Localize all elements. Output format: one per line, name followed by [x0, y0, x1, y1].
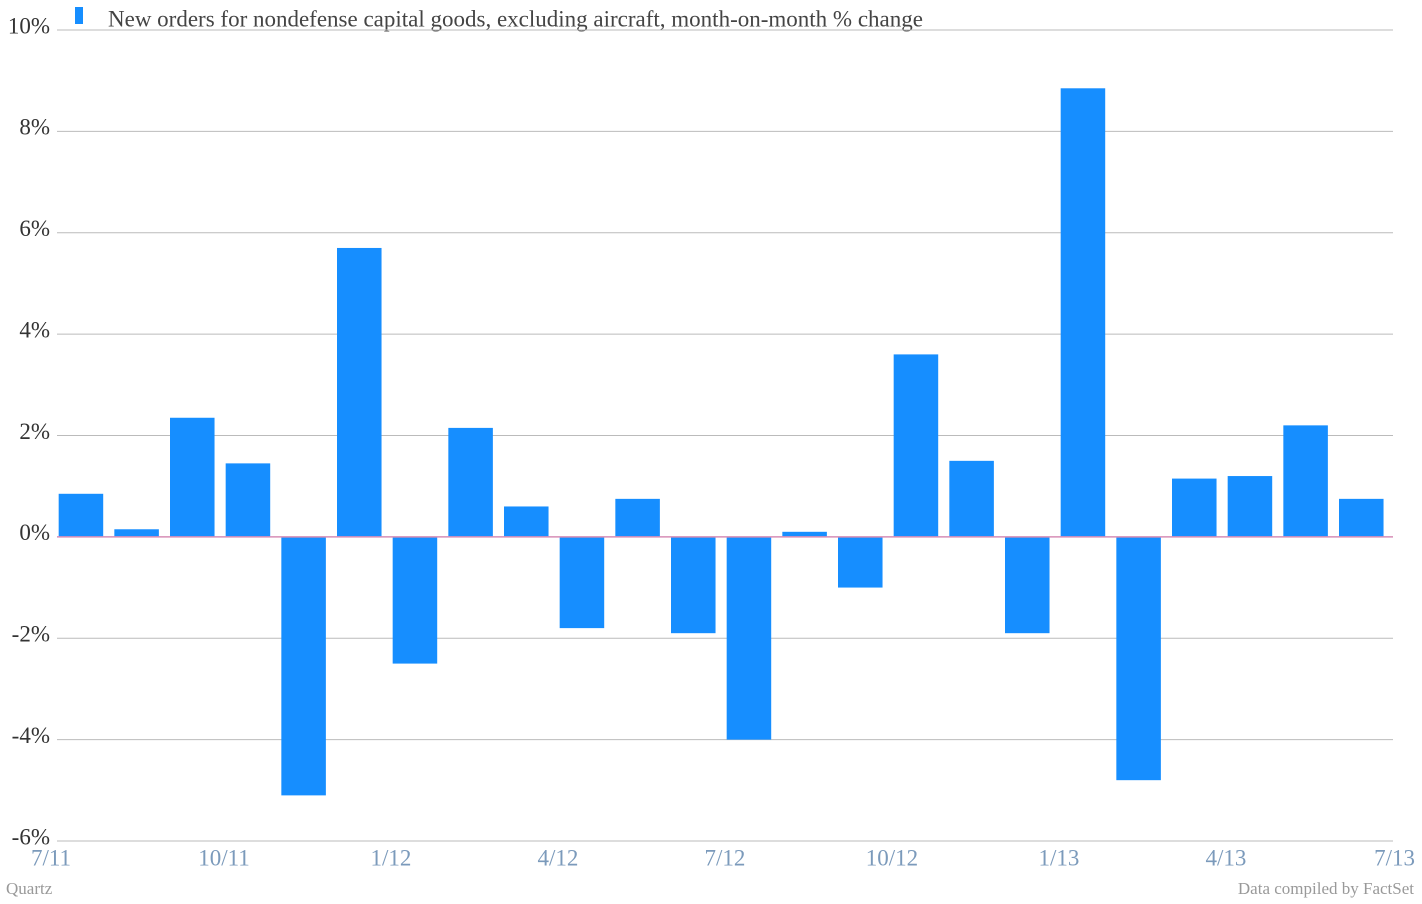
x-tick-label: 10/11 [198, 845, 250, 870]
y-tick-label: -6% [12, 824, 50, 849]
bar [726, 536, 772, 740]
legend-label: New orders for nondefense capital goods,… [108, 6, 923, 31]
y-tick-label: 10% [8, 13, 50, 38]
x-tick-label: 1/13 [1039, 845, 1080, 870]
bar [782, 531, 827, 537]
bar [170, 417, 215, 537]
source-right: Data compiled by FactSet [1238, 879, 1414, 898]
x-tick-label: 4/13 [1206, 845, 1247, 870]
y-tick-label: 6% [19, 216, 50, 241]
bar [1172, 478, 1217, 537]
bar [281, 536, 326, 796]
x-tick-label: 7/11 [31, 845, 71, 870]
x-tick-label: 7/13 [1374, 845, 1415, 870]
bar [337, 247, 382, 537]
bar [114, 529, 159, 537]
bar [838, 536, 883, 588]
x-tick-label: 10/12 [866, 845, 918, 870]
x-tick-label: 4/12 [538, 845, 579, 870]
y-tick-label: 8% [19, 115, 50, 140]
bar [392, 536, 438, 664]
y-tick-label: 0% [19, 520, 50, 545]
bar [1060, 88, 1106, 537]
bar [559, 536, 605, 629]
bar [1339, 498, 1384, 537]
bar [448, 427, 493, 537]
bar [1283, 425, 1328, 537]
bar [504, 506, 549, 537]
bar [893, 354, 939, 537]
bar [671, 536, 716, 634]
bar [1116, 536, 1161, 781]
legend-swatch [75, 7, 83, 24]
source-left: Quartz [6, 879, 53, 898]
y-tick-label: 2% [19, 419, 50, 444]
bar [58, 493, 104, 537]
x-tick-label: 7/12 [705, 845, 746, 870]
bar [1227, 476, 1273, 537]
bar [949, 460, 994, 537]
y-tick-label: -4% [12, 723, 50, 748]
bar [225, 463, 271, 537]
y-tick-label: -2% [12, 622, 50, 647]
bar [1005, 536, 1050, 634]
y-tick-label: 4% [19, 317, 50, 342]
bar [615, 498, 660, 537]
x-tick-label: 1/12 [371, 845, 412, 870]
